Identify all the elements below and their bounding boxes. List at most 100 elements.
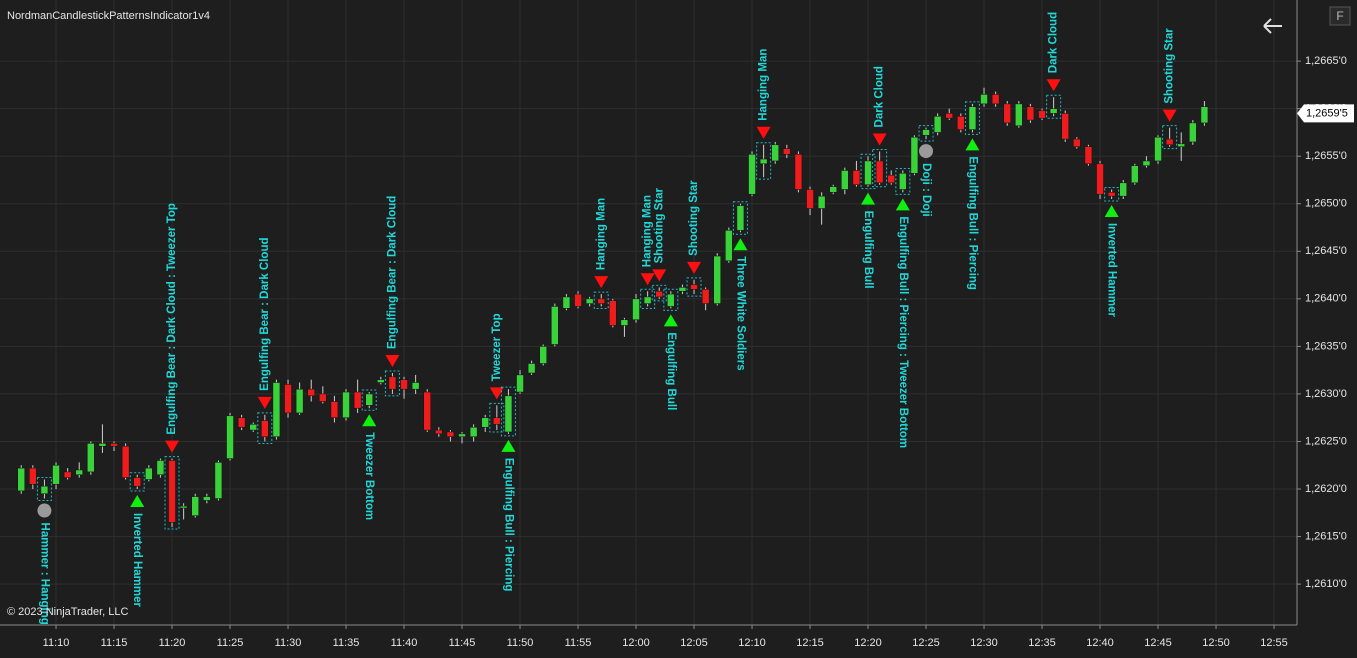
x-tick-label: 11:40 — [391, 637, 418, 649]
bull-arrow — [1104, 204, 1119, 217]
y-tick-label: 1,2650'0 — [1305, 198, 1347, 210]
candle-body — [261, 420, 269, 437]
candle-body — [899, 173, 907, 190]
candle-body — [875, 160, 884, 184]
candle-body — [179, 505, 188, 509]
pattern-box — [872, 148, 888, 188]
candle-body — [133, 477, 141, 487]
y-tick-label: 1,2625'0 — [1305, 435, 1347, 447]
pattern-box — [500, 386, 516, 437]
y-tick-label: 1,2665'0 — [1305, 55, 1347, 67]
candle-body — [713, 255, 721, 304]
x-tick-label: 12:55 — [1260, 637, 1288, 649]
f-button[interactable] — [1329, 6, 1351, 26]
back-arrow[interactable] — [1263, 18, 1282, 34]
candle-body — [1003, 103, 1011, 124]
candle-body — [1073, 138, 1081, 147]
pattern-label: Dark Cloud — [1048, 12, 1060, 73]
candle-body — [794, 154, 803, 190]
candle-body — [1026, 106, 1035, 121]
candle-body — [295, 388, 304, 414]
pattern-box — [663, 288, 679, 311]
bear-arrow — [756, 126, 771, 139]
bear-arrow — [872, 133, 887, 146]
pattern-label: Hanging Man — [642, 195, 654, 267]
candle-body — [725, 230, 733, 262]
x-tick-label: 12:25 — [912, 637, 940, 649]
candle-body — [203, 496, 211, 501]
candle-body — [214, 462, 223, 499]
bull-arrow — [965, 138, 980, 151]
bear-arrow — [385, 355, 400, 368]
last-price-box — [1297, 104, 1354, 123]
bear-arrow — [165, 440, 180, 453]
candle-body — [1049, 108, 1058, 114]
bull-arrow — [130, 495, 145, 508]
candle-body — [63, 471, 72, 478]
pattern-label: Engulfing Bull — [862, 211, 874, 289]
candle-body — [1154, 136, 1162, 162]
x-tick-label: 12:20 — [854, 637, 882, 649]
bull-arrow — [733, 238, 748, 251]
x-tick-label: 11:45 — [449, 637, 476, 649]
candle-body — [17, 467, 25, 492]
candle-body — [87, 443, 95, 473]
x-tick-label: 11:50 — [507, 637, 534, 649]
y-tick-label: 1,2620'0 — [1305, 483, 1347, 495]
pattern-label: Engulfing Bull : Piercing — [966, 156, 978, 290]
pattern-box — [489, 402, 505, 433]
candle-body — [759, 158, 768, 165]
candle-body — [493, 417, 501, 425]
candle-body — [1038, 110, 1046, 119]
candle-body — [121, 445, 130, 478]
doji-marker — [919, 144, 934, 159]
candle-body — [272, 382, 281, 437]
x-tick-label: 12:50 — [1202, 637, 1230, 649]
candle-body — [237, 417, 246, 428]
x-tick-label: 11:20 — [159, 637, 186, 649]
candle-body — [75, 469, 83, 476]
y-tick-label: 1,2645'0 — [1305, 245, 1347, 257]
candle-body — [748, 154, 756, 195]
pattern-label: Engulfing Bear : Dark Cloud — [259, 238, 271, 391]
candle-body — [852, 170, 861, 185]
f-button-label[interactable]: F — [1336, 9, 1343, 23]
pattern-box — [1046, 94, 1062, 119]
pattern-label: Dark Cloud — [874, 66, 886, 127]
y-tick-label: 1,2635'0 — [1305, 340, 1347, 352]
candle-body — [585, 298, 594, 304]
candle-body — [40, 485, 49, 495]
x-tick-label: 12:00 — [622, 637, 650, 649]
candle-body — [562, 296, 571, 309]
pattern-label: Engulfing Bull : Piercing : Tweezer Bott… — [897, 216, 909, 448]
pattern-label: Engulfing Bull — [665, 332, 677, 410]
bear-arrow — [1046, 79, 1061, 92]
pattern-box — [756, 142, 772, 180]
candle-body — [481, 417, 489, 428]
candle-body — [597, 298, 605, 304]
candle-body — [168, 460, 176, 523]
candle-body — [968, 106, 977, 130]
candle-body — [388, 376, 397, 390]
bull-arrow — [861, 192, 876, 205]
candle-body — [400, 379, 408, 390]
candle-body — [817, 195, 826, 209]
candle-body — [527, 363, 536, 374]
pattern-label: Engulfing Bear : Dark Cloud — [386, 196, 398, 349]
x-tick-label: 12:45 — [1144, 637, 1172, 649]
bull-arrow — [501, 439, 516, 452]
candle-body — [667, 293, 675, 307]
bear-arrow — [1162, 109, 1177, 122]
axes: 1,2610'0 1,2615'0 1,2620'0 1,2625'0 1,2630'0… — [43, 55, 1354, 649]
pattern-box — [257, 412, 273, 444]
x-tick-label: 11:15 — [101, 637, 128, 649]
candle-body — [342, 391, 350, 418]
candle-body — [945, 113, 953, 119]
candle-body — [991, 94, 1000, 105]
candle-body — [1119, 182, 1127, 197]
candle-body — [539, 346, 547, 364]
y-tick-label: 1,2610'0 — [1305, 578, 1347, 590]
candle-body — [98, 443, 107, 447]
